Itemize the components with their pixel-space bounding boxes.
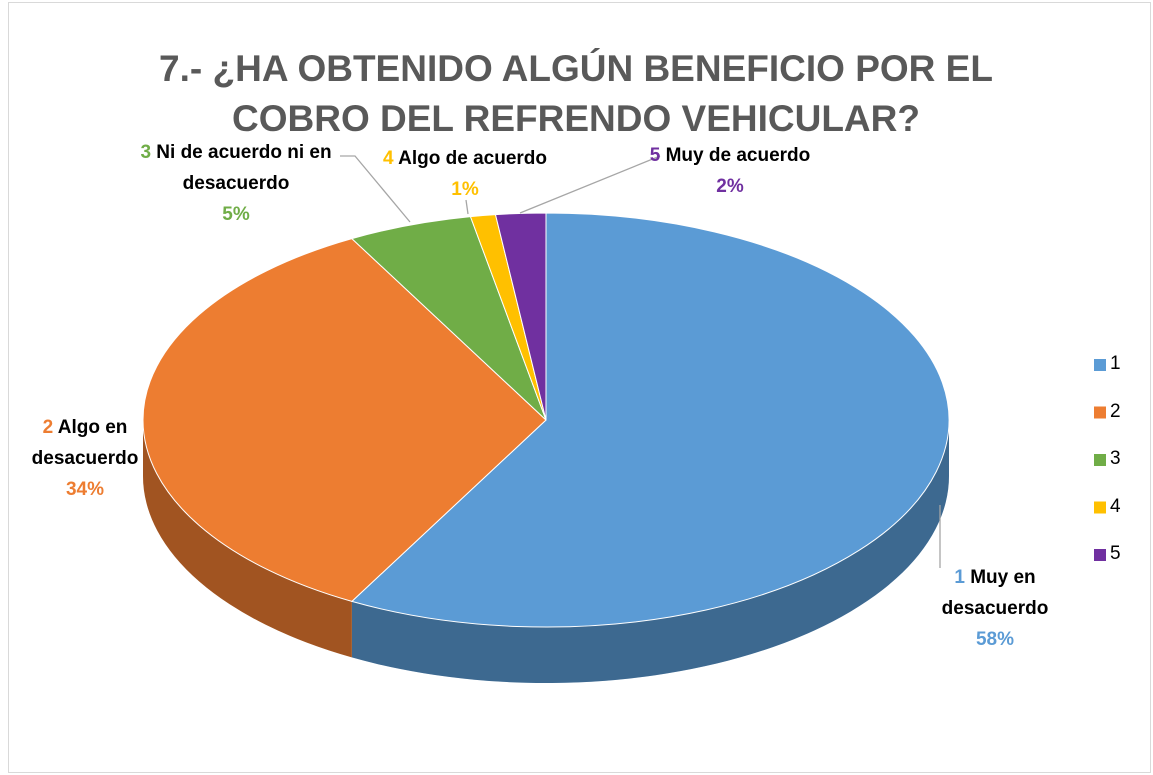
slice-side-shade — [143, 420, 352, 658]
data-label-category: 1 — [954, 567, 965, 588]
leader-line — [519, 155, 661, 214]
data-label-category: 3 — [140, 142, 152, 163]
chart-title: 7.- ¿HA OBTENIDO ALGÚN BENEFICIO POR EL … — [159, 48, 993, 139]
legend-label: 4 — [1110, 495, 1121, 517]
data-label-name: Ni de acuerdo ni en desacuerdo — [156, 142, 332, 194]
data-label: 1 Muy en desacuerdo 58% — [925, 562, 1065, 655]
data-label-name: Algo de acuerdo — [398, 148, 547, 169]
data-label-value: 5% — [222, 204, 250, 225]
legend-swatch — [1094, 501, 1106, 514]
legend-swatch — [1094, 549, 1106, 561]
data-label-value: 58% — [975, 629, 1015, 650]
data-label-name: Algo en desacuerdo — [31, 417, 139, 469]
data-label: 4 Algo de acuerdo 1% — [370, 143, 560, 205]
legend-swatch — [1094, 406, 1106, 419]
data-label-name: Muy de acuerdo — [665, 145, 811, 166]
legend-label: 2 — [1110, 400, 1121, 422]
data-label-value: 2% — [716, 176, 744, 197]
leader-line — [465, 199, 469, 215]
slice-side — [143, 420, 352, 658]
data-label-value: 34% — [65, 479, 105, 500]
data-label-name: Muy en desacuerdo — [941, 567, 1049, 619]
data-label-category: 5 — [649, 145, 661, 166]
legend-swatch — [1094, 454, 1106, 466]
data-label: 2 Algo en desacuerdo 34% — [15, 412, 155, 505]
legend-label: 3 — [1110, 448, 1121, 469]
legend-label: 1 — [1110, 353, 1121, 374]
slice-side-shade — [351, 420, 949, 683]
slice — [142, 238, 547, 602]
legend-label: 5 — [1110, 543, 1121, 564]
leader-line — [340, 155, 411, 223]
data-label-value: 1% — [451, 179, 479, 200]
data-label: 3 Ni de acuerdo ni en desacuerdo 5% — [130, 137, 342, 230]
data-label-category: 4 — [382, 148, 394, 169]
slice — [350, 212, 950, 628]
data-label: 5 Muy de acuerdo 2% — [630, 140, 830, 202]
legend-swatch — [1094, 359, 1106, 371]
data-label-category: 2 — [42, 417, 54, 438]
chart-frame — [8, 2, 1151, 773]
slice-side — [351, 420, 949, 683]
